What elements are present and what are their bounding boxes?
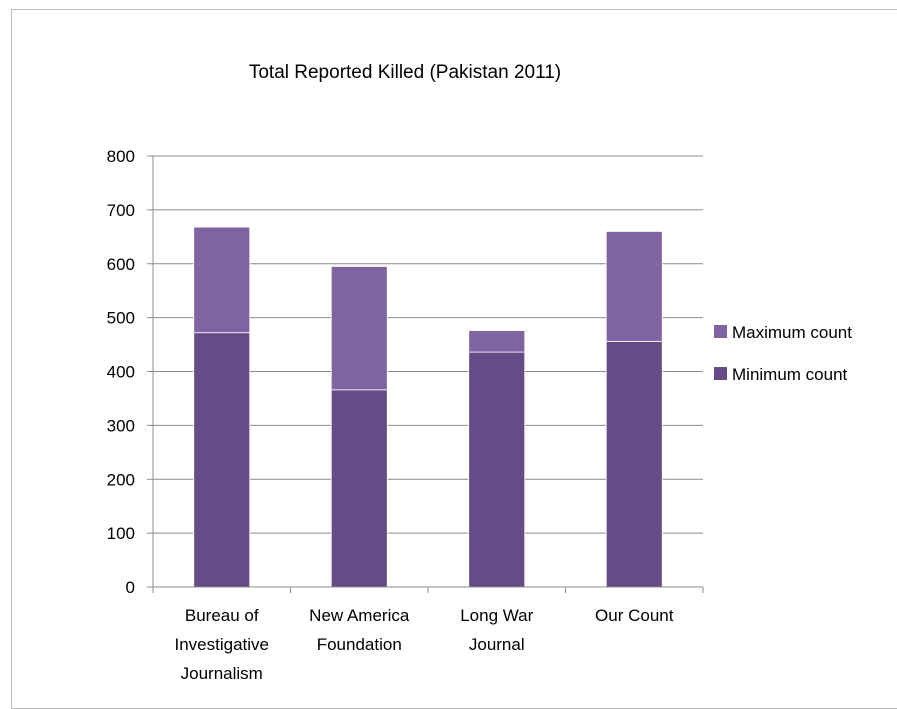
bar-segment-minimum bbox=[193, 332, 251, 588]
y-tick-label: 800 bbox=[107, 147, 135, 166]
x-category-label: Foundation bbox=[317, 635, 402, 654]
legend-label: Minimum count bbox=[732, 365, 848, 384]
legend: Maximum count Minimum count bbox=[714, 323, 852, 384]
y-tick-labels: 0 100 200 300 400 500 600 700 800 bbox=[107, 147, 135, 597]
bars bbox=[193, 226, 663, 588]
y-tick-label: 400 bbox=[107, 363, 135, 382]
legend-swatch bbox=[714, 325, 727, 338]
y-tick-label: 0 bbox=[126, 578, 135, 597]
x-category-label: Investigative bbox=[175, 635, 270, 654]
bar-segment-minimum bbox=[605, 340, 663, 588]
bar-segment-minimum bbox=[468, 351, 526, 588]
legend-label: Maximum count bbox=[732, 323, 852, 342]
x-category-label: Our Count bbox=[595, 606, 674, 625]
legend-swatch bbox=[714, 367, 727, 380]
x-category-labels: Bureau of Investigative Journalism New Amer… bbox=[175, 606, 674, 683]
y-tick-label: 600 bbox=[107, 255, 135, 274]
y-tick-label: 500 bbox=[107, 309, 135, 328]
bar-segment-maximum bbox=[193, 226, 251, 334]
x-category-label: New America bbox=[309, 606, 410, 625]
x-category-label: Bureau of bbox=[185, 606, 259, 625]
bar-segment-minimum bbox=[330, 389, 388, 588]
x-category-label: Journal bbox=[469, 635, 525, 654]
y-tick-label: 100 bbox=[107, 524, 135, 543]
x-category-label: Long War bbox=[460, 606, 533, 625]
y-tick-label: 700 bbox=[107, 201, 135, 220]
bar-segment-maximum bbox=[468, 330, 526, 353]
chart-title: Total Reported Killed (Pakistan 2011) bbox=[249, 62, 561, 83]
bar-segment-maximum bbox=[330, 266, 388, 391]
axes bbox=[147, 156, 704, 593]
x-category-label: Journalism bbox=[181, 664, 263, 683]
stacked-bar-chart: Total Reported Killed (Pakistan 2011) 0 1… bbox=[107, 62, 853, 683]
bar-segment-maximum bbox=[605, 231, 663, 342]
y-tick-label: 200 bbox=[107, 470, 135, 489]
y-tick-label: 300 bbox=[107, 416, 135, 435]
